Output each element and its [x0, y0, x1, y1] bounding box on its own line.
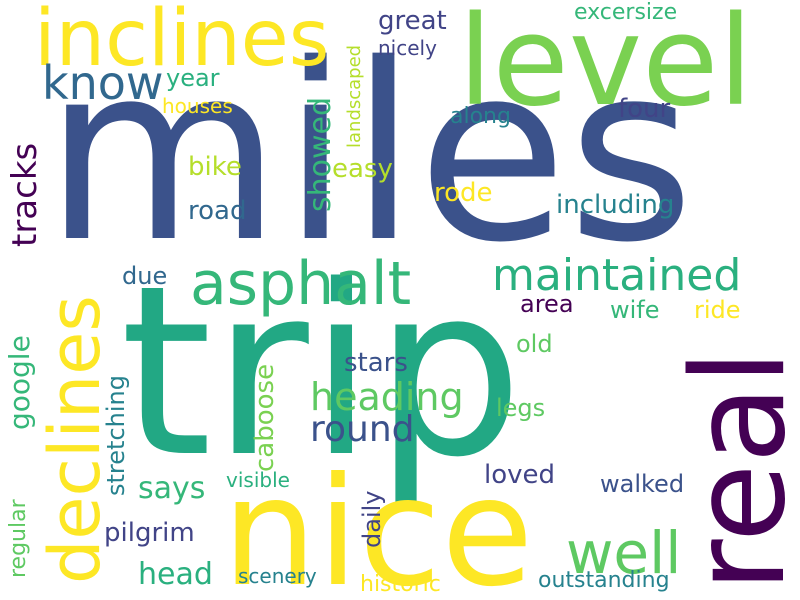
word-scenery: scenery: [238, 564, 317, 588]
word-walked: walked: [600, 470, 685, 498]
word-outstanding: outstanding: [538, 568, 670, 593]
word-know: know: [42, 56, 164, 110]
word-rode: rode: [434, 178, 493, 208]
word-four: four: [618, 94, 671, 124]
word-regular: regular: [6, 499, 31, 578]
word-maintained: maintained: [492, 250, 742, 301]
word-stars: stars: [344, 348, 408, 378]
word-miles: miles: [44, 12, 695, 296]
word-well: well: [566, 519, 682, 587]
word-tracks: tracks: [5, 142, 45, 247]
word-says: says: [138, 471, 206, 506]
word-daily: daily: [358, 490, 386, 548]
word-caboose: caboose: [250, 363, 280, 472]
word-round: round: [310, 409, 415, 450]
word-nicely: nicely: [378, 36, 437, 60]
word-houses: houses: [162, 94, 233, 118]
word-visible: visible: [226, 468, 290, 492]
word-ride: ride: [694, 296, 741, 324]
word-easy: easy: [332, 154, 393, 184]
word-including: including: [556, 190, 675, 220]
word-due: due: [122, 262, 168, 290]
word-nice: nice: [222, 446, 534, 600]
word-inclines: inclines: [34, 0, 330, 84]
word-bike: bike: [188, 152, 242, 182]
word-along: along: [450, 104, 511, 129]
word-level: level: [458, 0, 753, 134]
word-landscaped: landscaped: [344, 44, 365, 148]
word-asphalt: asphalt: [190, 249, 412, 319]
word-trip: trip: [120, 236, 524, 509]
word-year: year: [166, 64, 220, 92]
word-road: road: [188, 196, 247, 226]
word-old: old: [516, 330, 553, 358]
word-excersize: excersize: [574, 0, 678, 25]
word-heading: heading: [310, 375, 464, 419]
word-head: head: [138, 557, 213, 592]
word-area: area: [520, 290, 574, 318]
word-pilgrim: pilgrim: [104, 518, 195, 548]
word-legs: legs: [496, 394, 546, 422]
word-great: great: [378, 6, 447, 36]
word-historic: historic: [360, 572, 441, 597]
word-loved: loved: [484, 460, 556, 490]
word-real: real: [665, 349, 800, 592]
word-declines: declines: [34, 295, 116, 584]
word-wife: wife: [610, 296, 660, 324]
word-stretching: stretching: [102, 375, 130, 496]
word-google: google: [3, 335, 36, 430]
